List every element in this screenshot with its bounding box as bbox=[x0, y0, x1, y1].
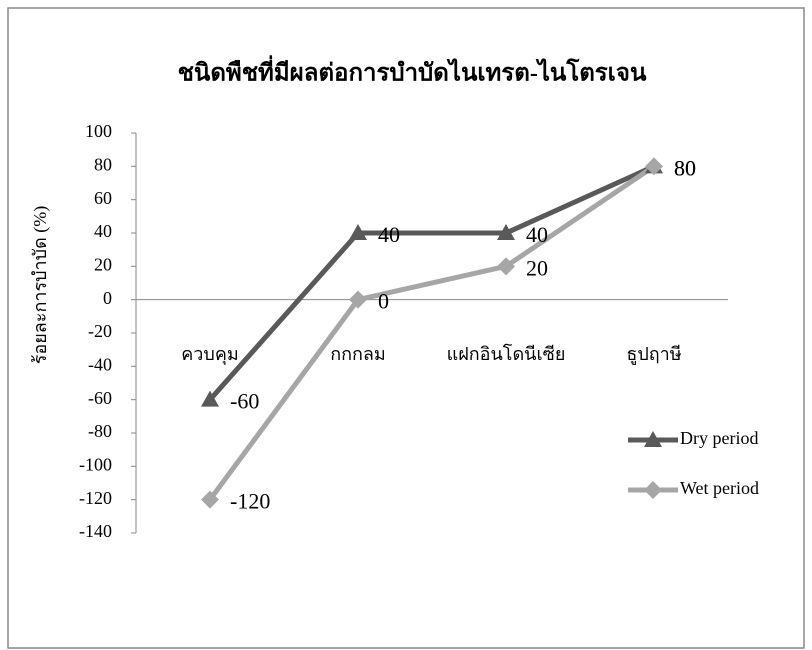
data-point bbox=[201, 390, 219, 407]
data-point bbox=[497, 224, 515, 240]
y-tick-label: -40 bbox=[88, 354, 112, 374]
y-tick-label: -60 bbox=[88, 388, 112, 408]
data-point bbox=[349, 224, 367, 240]
y-tick-label: 80 bbox=[94, 154, 112, 174]
legend-marker bbox=[644, 481, 662, 499]
data-point bbox=[349, 290, 367, 309]
legend-label: Dry period bbox=[680, 428, 758, 448]
data-point bbox=[497, 257, 515, 276]
data-label: 80 bbox=[674, 155, 696, 180]
x-tick-label: ควบคุม bbox=[181, 344, 238, 365]
data-label: 0 bbox=[378, 289, 389, 314]
y-tick-label: -140 bbox=[79, 521, 112, 541]
series-line bbox=[207, 164, 656, 502]
legend-marker bbox=[644, 431, 662, 447]
data-point bbox=[201, 490, 219, 509]
y-tick-label: 20 bbox=[94, 254, 112, 274]
x-tick-label: ธูปฤาษี bbox=[626, 344, 681, 365]
chart-title: ชนิดพืชที่มีผลต่อการบำบัดไนเทรต-ไนโตรเจน bbox=[178, 55, 647, 87]
y-tick-label: 40 bbox=[94, 221, 112, 241]
chart-frame bbox=[7, 7, 805, 649]
y-tick-label: 100 bbox=[85, 121, 112, 141]
y-tick-label: -100 bbox=[79, 454, 112, 474]
y-tick-label: -80 bbox=[88, 421, 112, 441]
series-line bbox=[208, 164, 656, 402]
y-tick-label: 0 bbox=[103, 288, 112, 308]
data-label: 40 bbox=[526, 222, 548, 247]
y-tick-label: 60 bbox=[94, 188, 112, 208]
data-label: 20 bbox=[526, 255, 548, 280]
y-tick-label: -120 bbox=[79, 488, 112, 508]
data-point bbox=[645, 157, 663, 176]
x-tick-label: แฝกอินโดนีเซีย bbox=[447, 343, 566, 364]
data-label: -60 bbox=[230, 389, 259, 414]
data-label: 40 bbox=[378, 222, 400, 247]
x-tick-label: กกกลม bbox=[330, 344, 386, 364]
y-tick-label: -20 bbox=[88, 321, 112, 341]
data-label: -120 bbox=[230, 489, 270, 514]
y-axis-label: ร้อยละการบำบัด (%) bbox=[30, 206, 51, 365]
data-label: 80 bbox=[674, 155, 696, 180]
legend-label: Wet period bbox=[680, 478, 759, 498]
